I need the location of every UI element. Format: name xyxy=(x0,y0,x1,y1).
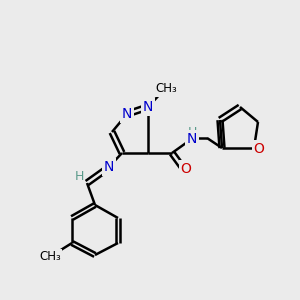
Text: H: H xyxy=(74,170,84,184)
Text: N: N xyxy=(143,100,153,114)
Text: N: N xyxy=(187,132,197,146)
Text: O: O xyxy=(254,142,264,156)
Text: N: N xyxy=(104,160,114,174)
Text: N: N xyxy=(122,107,132,121)
Text: CH₃: CH₃ xyxy=(155,82,177,95)
Text: O: O xyxy=(181,162,191,176)
Text: CH₃: CH₃ xyxy=(39,250,61,263)
Text: H: H xyxy=(187,127,197,140)
